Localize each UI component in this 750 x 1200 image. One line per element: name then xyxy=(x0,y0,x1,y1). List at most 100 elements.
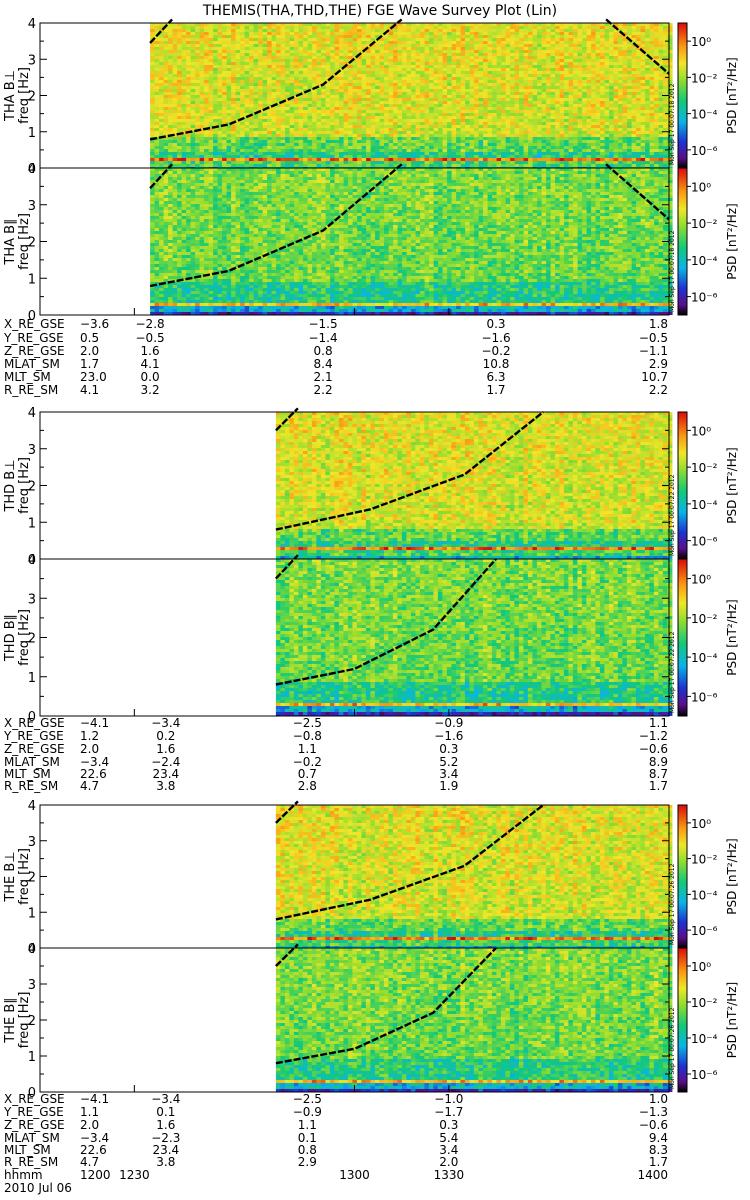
ephemeris-value: 2.0 xyxy=(80,1118,99,1132)
ephemeris-value: 6.3 xyxy=(486,370,505,384)
ephemeris-value: 0.3 xyxy=(439,1118,458,1132)
ephemeris-value: 2.0 xyxy=(80,742,99,756)
ephemeris-value: −1.3 xyxy=(639,1105,668,1119)
ephemeris-value: 0.5 xyxy=(80,331,99,345)
ephemeris-value: 4.7 xyxy=(80,779,99,793)
ephemeris-value: −0.6 xyxy=(639,1118,668,1132)
ephemeris-value: −1.4 xyxy=(308,331,337,345)
colorbar-label: PSD [nT²/Hz] xyxy=(725,57,739,133)
ephemeris-value: 2.2 xyxy=(314,383,333,397)
y-tick-label: 4 xyxy=(28,162,36,177)
ephemeris-value: 0.3 xyxy=(439,742,458,756)
ephemeris-value: 1.7 xyxy=(649,779,668,793)
spectrogram-image xyxy=(276,412,673,559)
colorbar-tick-label: 10⁻² xyxy=(691,853,718,867)
y-tick-label: 4 xyxy=(28,406,36,421)
ephemeris-value: 1.2 xyxy=(80,729,99,743)
ephemeris-value: −3.6 xyxy=(80,317,109,331)
ephemeris-value: −0.6 xyxy=(639,742,668,756)
time-tick-label: 1330 xyxy=(434,1168,465,1182)
colorbar-tick-label: 10⁻⁴ xyxy=(691,254,718,268)
colorbar-label: PSD [nT²/Hz] xyxy=(725,599,739,675)
colorbar-tick-label: 10⁻⁶ xyxy=(691,291,718,305)
ephemeris-value: 23.0 xyxy=(80,370,107,384)
y-tick-label: 1 xyxy=(28,272,36,287)
y-tick-label: 1 xyxy=(28,126,36,141)
ephemeris-value: 1.8 xyxy=(649,317,668,331)
colorbar-label: PSD [nT²/Hz] xyxy=(725,203,739,279)
colorbar-tick-label: 10⁻² xyxy=(691,996,718,1010)
ephemeris-value: −1.0 xyxy=(434,1092,463,1106)
time-row-label: hhmm xyxy=(4,1168,43,1182)
y-tick-label: 3 xyxy=(28,199,36,214)
panel-ylabel-units: freq [Hz] xyxy=(17,457,32,514)
colorbar-tick-label: 10⁰ xyxy=(691,573,711,587)
ephemeris-value: 1.6 xyxy=(156,742,175,756)
colorbar-tick-label: 10⁻⁴ xyxy=(691,108,718,122)
ephemeris-value: 0.8 xyxy=(314,344,333,358)
ephemeris-value: 2.9 xyxy=(649,357,668,371)
ephemeris-row-label: X_RE_GSE xyxy=(4,716,65,730)
ephemeris-value: 3.8 xyxy=(156,779,175,793)
colorbar-label: PSD [nT²/Hz] xyxy=(725,838,739,914)
ephemeris-row-label: R_RE_SM xyxy=(4,383,58,397)
colorbar-tick-label: 10⁰ xyxy=(691,180,711,194)
colorbar-tick-label: 10⁻⁶ xyxy=(691,535,718,549)
panel-ylabel-units: freq [Hz] xyxy=(17,609,32,666)
ephemeris-table: X_RE_GSE −4.1 −3.4 −2.5 −0.9 1.1Y_RE_GSE 1.2 0.… xyxy=(3,716,668,793)
ephemeris-value: 1.1 xyxy=(298,742,317,756)
ephemeris-value: −1.5 xyxy=(308,317,337,331)
ephemeris-value: −2.5 xyxy=(293,1092,322,1106)
ephemeris-value: −2.5 xyxy=(293,716,322,730)
colorbar-tick-label: 10⁻⁴ xyxy=(691,498,718,512)
panel-ylabel: THA B⊥ xyxy=(3,70,18,122)
ephemeris-value: 4.7 xyxy=(80,1155,99,1169)
colorbar xyxy=(678,168,687,315)
creation-stamp: Mon Sep 17 00:07:18 2012 xyxy=(669,83,676,165)
ephemeris-value: −4.1 xyxy=(80,716,109,730)
y-tick-label: 4 xyxy=(28,17,36,32)
y-tick-label: 3 xyxy=(28,978,36,993)
ephemeris-row-label: X_RE_GSE xyxy=(4,317,65,331)
ephemeris-row-label: Z_RE_GSE xyxy=(4,742,65,756)
ephemeris-value: 2.8 xyxy=(298,779,317,793)
creation-stamp: Mon Sep 17 00:07:22 2012 xyxy=(669,631,676,713)
colorbar-tick-label: 10⁰ xyxy=(691,424,711,438)
ephemeris-value: 3.8 xyxy=(156,1155,175,1169)
ephemeris-value: 1.1 xyxy=(298,1118,317,1132)
colorbar-tick-label: 10⁻⁶ xyxy=(691,1068,718,1082)
colorbar-tick-label: 10⁰ xyxy=(691,817,711,831)
date-label: 2010 Jul 06 xyxy=(4,1181,72,1195)
ephemeris-row-label: Y_RE_GSE xyxy=(3,331,64,345)
ephemeris-value: 1.7 xyxy=(649,1155,668,1169)
ephemeris-value: 1.1 xyxy=(80,1105,99,1119)
colorbar-label: PSD [nT²/Hz] xyxy=(725,447,739,523)
y-tick-label: 1 xyxy=(28,906,36,921)
time-tick-label: 1400 xyxy=(637,1168,668,1182)
ephemeris-row-label: R_RE_SM xyxy=(4,1155,58,1169)
ephemeris-value: −4.1 xyxy=(80,1092,109,1106)
colorbar-tick-label: 10⁻⁴ xyxy=(691,888,718,902)
panel-ylabel: THE B∥ xyxy=(3,997,18,1043)
y-tick-label: 3 xyxy=(28,592,36,607)
ephemeris-value: 2.9 xyxy=(298,1155,317,1169)
panel-ylabel-units: freq [Hz] xyxy=(17,992,32,1049)
ephemeris-row-label: MLT_SM xyxy=(4,370,51,384)
y-tick-label: 4 xyxy=(28,942,36,957)
panel-ylabel: THD B⊥ xyxy=(3,459,18,512)
ephemeris-value: −0.5 xyxy=(136,331,165,345)
ephemeris-value: −1.6 xyxy=(481,331,510,345)
ephemeris-row-label: Z_RE_GSE xyxy=(4,1118,65,1132)
ephemeris-value: 2.0 xyxy=(439,1155,458,1169)
ephemeris-value: −0.2 xyxy=(481,344,510,358)
y-tick-label: 3 xyxy=(28,835,36,850)
colorbar-tick-label: 10⁻² xyxy=(691,71,718,85)
colorbar-tick-label: 10⁻⁶ xyxy=(691,144,718,158)
y-tick-label: 4 xyxy=(28,799,36,814)
